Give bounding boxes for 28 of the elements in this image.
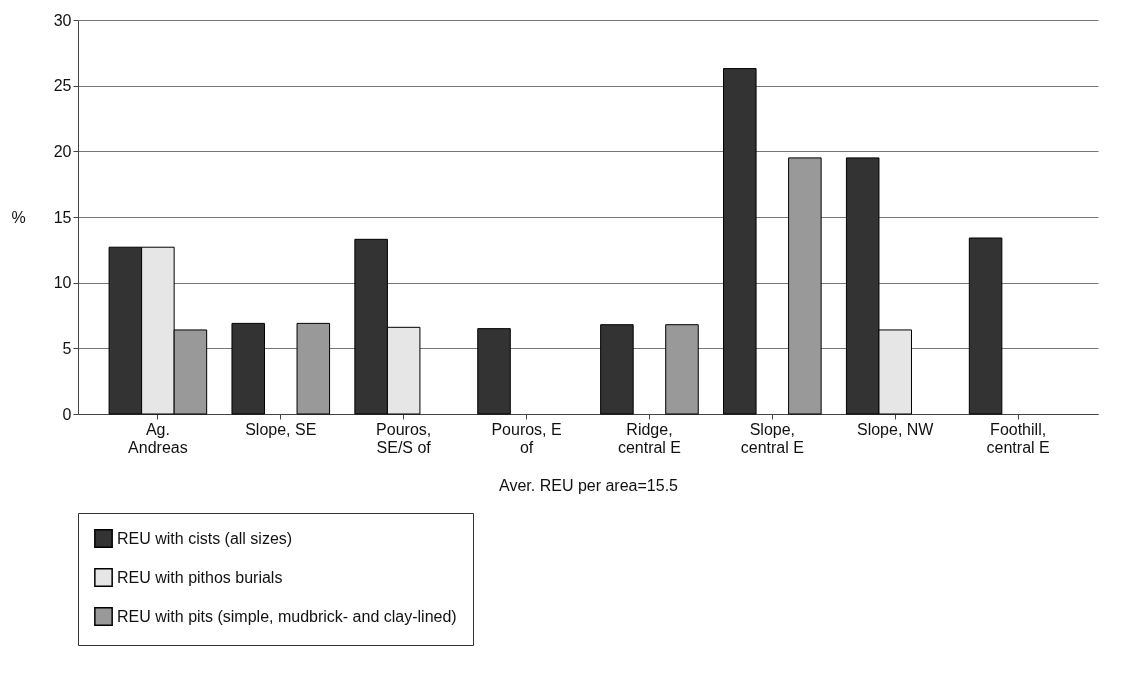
y-tick-label: 10: [53, 274, 72, 292]
bar: [788, 157, 822, 415]
y-tick-label: 0: [62, 405, 72, 423]
legend-label: REU with pits (simple, mudbrick- and clay-lined): [117, 607, 457, 625]
y-tick-label: 15: [53, 208, 72, 226]
legend-label: REU with cists (all sizes): [117, 529, 293, 547]
x-tick-label: Pouros, SE/S of: [376, 420, 432, 456]
bar: [665, 324, 699, 415]
x-tick-label: Ridge, central E: [617, 420, 682, 456]
x-tick-label: Foothill, central E: [986, 420, 1050, 456]
y-tick-label: 30: [53, 11, 72, 29]
bar: [296, 322, 331, 415]
x-tick-label: Ag. Andreas: [128, 420, 188, 456]
legend-label: REU with pithos burials: [117, 568, 283, 586]
y-tick-label: 25: [53, 77, 72, 95]
bar: [723, 68, 757, 415]
y-axis-title: %: [11, 208, 26, 226]
bar: [231, 322, 266, 415]
bar: [968, 237, 1003, 415]
x-tick-label: Slope, SE: [245, 420, 317, 438]
y-tick-label: 5: [62, 339, 72, 357]
x-axis-title: Aver. REU per area=15.5: [499, 476, 679, 494]
bar: [477, 328, 511, 415]
x-tick-label: Slope, NW: [856, 420, 935, 438]
y-tick-label: 20: [53, 142, 72, 160]
bar: [600, 324, 634, 415]
x-tick-label: Pouros, E of: [491, 420, 562, 456]
x-tick-label: Slope, central E: [740, 420, 804, 456]
